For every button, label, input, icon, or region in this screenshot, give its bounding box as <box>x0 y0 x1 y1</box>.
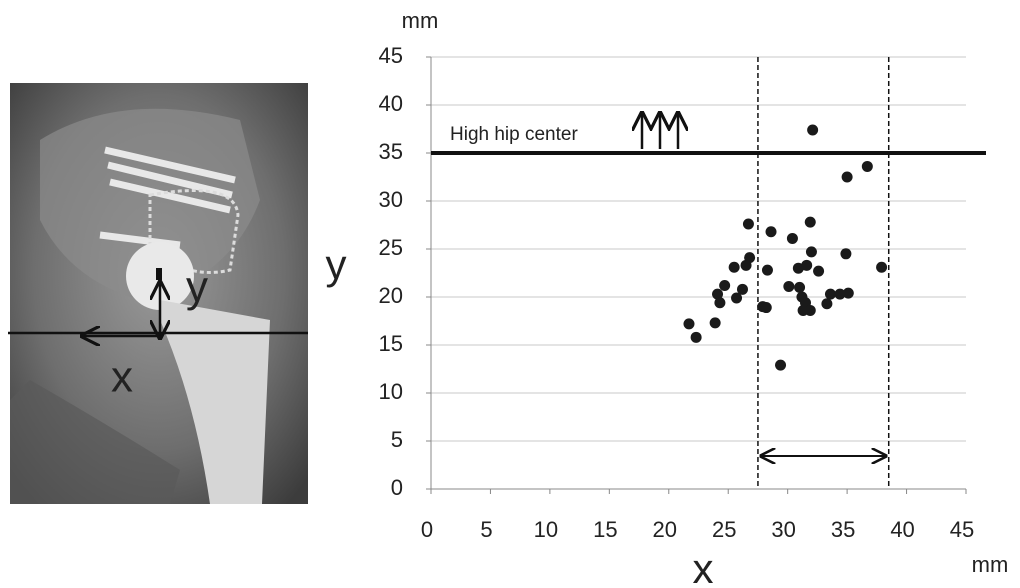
y-axis-label: y <box>326 241 347 288</box>
x-tick-label: 15 <box>593 517 617 542</box>
x-tick-label: 0 <box>421 517 433 542</box>
y-tick-label: 25 <box>379 235 403 260</box>
y-tick-label: 10 <box>379 379 403 404</box>
data-point <box>841 171 853 183</box>
y-tick-label: 15 <box>379 331 403 356</box>
x-tick-label: 5 <box>480 517 492 542</box>
xray-image: y x <box>8 83 308 504</box>
data-point <box>821 298 833 310</box>
data-point <box>786 232 798 244</box>
data-point <box>840 248 852 260</box>
x-tick-label: 10 <box>534 517 558 542</box>
data-point <box>742 218 754 230</box>
data-point <box>760 302 772 314</box>
reference-label: High hip center <box>450 124 578 145</box>
data-point <box>792 262 804 274</box>
data-point <box>690 331 702 343</box>
data-point <box>719 279 731 291</box>
y-tick-label: 35 <box>379 139 403 164</box>
y-tick-label: 30 <box>379 187 403 212</box>
x-tick-label: 35 <box>831 517 855 542</box>
data-point <box>807 124 819 136</box>
data-point <box>804 216 816 228</box>
data-point <box>876 261 888 273</box>
x-tick-label: 20 <box>653 517 677 542</box>
y-tick-label: 20 <box>379 283 403 308</box>
data-point <box>834 288 846 300</box>
data-point <box>775 359 787 371</box>
x-axis-label: x <box>693 545 714 588</box>
y-tick-label: 45 <box>379 43 403 68</box>
x-tick-label: 45 <box>950 517 974 542</box>
x-tick-label: 25 <box>712 517 736 542</box>
data-point <box>731 292 743 304</box>
data-point <box>683 318 695 330</box>
data-point <box>736 283 748 295</box>
data-point <box>765 226 777 238</box>
y-tick-label: 5 <box>391 427 403 452</box>
data-point <box>783 280 795 292</box>
data-point <box>761 264 773 276</box>
image-y-label: y <box>186 263 208 312</box>
data-point <box>804 304 816 316</box>
x-tick-label: 30 <box>771 517 795 542</box>
y-unit: mm <box>402 8 439 33</box>
data-point <box>709 317 721 329</box>
data-point <box>801 259 813 271</box>
data-point <box>813 265 825 277</box>
data-point <box>824 288 836 300</box>
data-point <box>712 288 724 300</box>
data-point <box>714 297 726 309</box>
data-point <box>805 246 817 258</box>
image-x-label: x <box>111 353 133 402</box>
data-point <box>794 281 806 293</box>
y-tick-label: 40 <box>379 91 403 116</box>
x-unit: mm <box>972 552 1009 577</box>
x-tick-label: 40 <box>890 517 914 542</box>
data-point <box>861 160 873 172</box>
data-point <box>842 287 854 299</box>
scatter-plot: mm y x mm 0 5 10 15 20 25 30 35 40 45 0 5 10 15 20 25 30… <box>326 8 1009 588</box>
data-point <box>728 261 740 273</box>
data-point <box>740 259 752 271</box>
y-tick-label: 0 <box>391 475 403 500</box>
